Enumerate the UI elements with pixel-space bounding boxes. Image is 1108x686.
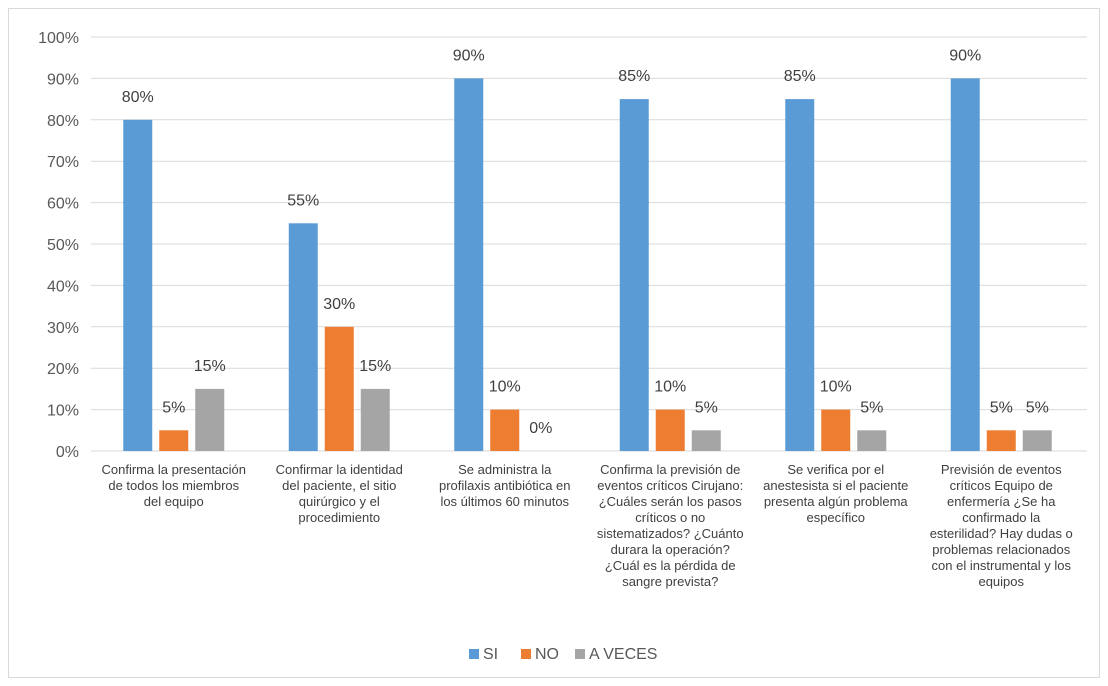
data-label: 5% <box>162 399 185 416</box>
data-labels: 80% 5% 15% 55% 30% 15% 90% 10% 0% 85% 10% 5% 85% 10% 5… <box>122 47 1049 437</box>
category-label-line: quirúrgico y el <box>299 494 380 509</box>
bar-no <box>986 430 1016 451</box>
bars <box>123 78 1052 452</box>
legend-swatch <box>521 649 531 659</box>
category-label-line: del paciente, el sitio <box>282 478 396 493</box>
y-axis-ticks: 0% 10% 20% 30% 40% 50% 60% 70% 80% 90% 100% <box>38 30 79 461</box>
category-label: Confirmar la identidad del paciente, el s… <box>276 462 403 525</box>
category-label-line: ¿Cuáles serán los pasos <box>599 494 743 509</box>
category-label-line: esterilidad? Hay dudas o <box>930 526 1073 541</box>
legend: SI NO A VECES <box>469 646 657 663</box>
legend-swatch <box>469 649 479 659</box>
y-tick-label: 90% <box>47 71 79 88</box>
bar-a-veces <box>195 388 225 451</box>
y-tick-label: 10% <box>47 403 79 420</box>
y-tick-label: 30% <box>47 320 79 337</box>
category-label-line: eventos críticos Cirujano: <box>597 478 743 493</box>
y-tick-label: 70% <box>47 154 79 171</box>
data-label: 85% <box>784 68 816 85</box>
data-label: 90% <box>453 47 485 64</box>
data-label: 5% <box>1026 399 1049 416</box>
category-label-line: sangre prevista? <box>622 574 718 589</box>
bar-chart: 0% 10% 20% 30% 40% 50% 60% 70% 80% 90% 100% 80% 5% 1… <box>38 30 1087 663</box>
y-tick-label: 0% <box>56 444 79 461</box>
category-label-line: los últimos 60 minutos <box>440 494 569 509</box>
category-label: Confirma la previsión de eventos críticos… <box>597 462 744 589</box>
data-label: 15% <box>194 358 226 375</box>
data-label: 85% <box>618 68 650 85</box>
bar-a-veces <box>1022 430 1052 451</box>
bar-no <box>655 409 685 451</box>
category-label-line: críticos o no <box>635 510 705 525</box>
category-label-line: profilaxis antibiótica en <box>439 478 571 493</box>
category-label-line: Previsión de eventos <box>941 462 1062 477</box>
category-label-line: Confirma la presentación <box>101 462 246 477</box>
y-tick-label: 60% <box>47 196 79 213</box>
bar-si <box>288 223 318 451</box>
legend-label: SI <box>483 646 498 663</box>
legend-label: A VECES <box>589 646 657 663</box>
data-label: 0% <box>529 420 552 437</box>
data-label: 10% <box>820 379 852 396</box>
bar-no <box>821 409 851 451</box>
category-label-line: ¿Cuál es la pérdida de <box>605 558 736 573</box>
bar-no <box>490 409 520 451</box>
bar-a-veces <box>857 430 887 451</box>
category-label-line: equipos <box>978 574 1024 589</box>
category-label-line: específico <box>806 510 865 525</box>
category-label: Se administra la profilaxis antibiótica e… <box>439 462 571 509</box>
y-tick-label: 80% <box>47 113 79 130</box>
data-label: 5% <box>695 399 718 416</box>
category-label-line: del equipo <box>144 494 204 509</box>
data-label: 80% <box>122 89 154 106</box>
category-label-line: anestesista si el paciente <box>763 478 908 493</box>
data-label: 10% <box>654 379 686 396</box>
y-tick-label: 40% <box>47 278 79 295</box>
bar-no <box>324 326 354 451</box>
bar-no <box>159 430 189 451</box>
category-label-line: confirmado la <box>962 510 1041 525</box>
category-label-line: presenta algún problema <box>764 494 909 509</box>
category-label-line: durara la operación? <box>611 542 730 557</box>
data-label: 5% <box>990 399 1013 416</box>
category-label-line: sistematizados? ¿Cuánto <box>597 526 744 541</box>
bar-si <box>785 99 815 451</box>
category-label-line: Se verifica por el <box>787 462 884 477</box>
category-label-line: Confirma la previsión de <box>600 462 740 477</box>
data-label: 55% <box>287 192 319 209</box>
category-label-line: problemas relacionados <box>932 542 1071 557</box>
gridlines <box>91 36 1087 452</box>
y-tick-label: 100% <box>38 30 79 47</box>
category-label-line: de todos los miembros <box>108 478 239 493</box>
bar-si <box>123 119 153 452</box>
bar-si <box>950 78 980 452</box>
category-label: Previsión de eventos críticos Equipo de en… <box>930 462 1073 589</box>
category-label-line: enfermería ¿Se ha <box>947 494 1056 509</box>
category-label-line: Se administra la <box>458 462 552 477</box>
category-label-line: críticos Equipo de <box>950 478 1053 493</box>
bar-a-veces <box>360 388 390 451</box>
y-tick-label: 20% <box>47 361 79 378</box>
bar-a-veces <box>691 430 721 451</box>
legend-swatch <box>575 649 585 659</box>
data-label: 10% <box>489 379 521 396</box>
data-label: 90% <box>949 47 981 64</box>
chart-frame: 0% 10% 20% 30% 40% 50% 60% 70% 80% 90% 100% 80% 5% 1… <box>8 8 1100 678</box>
category-label-line: Confirmar la identidad <box>276 462 403 477</box>
data-label: 15% <box>359 358 391 375</box>
category-label: Se verifica por el anestesista si el paci… <box>763 462 908 525</box>
data-label: 30% <box>323 296 355 313</box>
bar-si <box>454 78 484 452</box>
y-tick-label: 50% <box>47 237 79 254</box>
data-label: 5% <box>860 399 883 416</box>
category-label-line: procedimiento <box>298 510 380 525</box>
bar-si <box>619 99 649 451</box>
category-labels: Confirma la presentación de todos los mie… <box>101 462 1072 589</box>
legend-label: NO <box>535 646 559 663</box>
category-label: Confirma la presentación de todos los mie… <box>101 462 246 509</box>
category-label-line: con el instrumental y los <box>932 558 1072 573</box>
